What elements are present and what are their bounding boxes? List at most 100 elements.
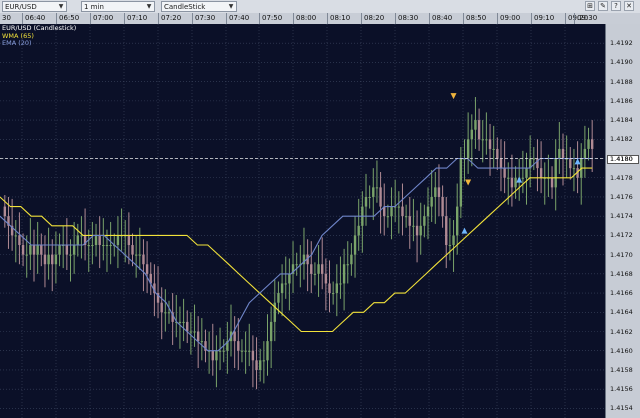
candle-bullish	[277, 293, 280, 303]
candle-bullish	[94, 235, 98, 246]
candle-bearish	[383, 206, 386, 217]
candle-bullish	[175, 321, 178, 323]
candle-bullish	[291, 264, 295, 274]
candle-bullish	[313, 273, 317, 275]
price-axis-label: 1.4176	[610, 192, 633, 201]
candle-bullish	[583, 148, 587, 159]
candle-bearish	[561, 148, 565, 159]
price-axis: 1.4180 1.4192 1.4190 1.4188 1.4186 1.4184 1.4…	[605, 24, 640, 418]
candle-bearish	[131, 245, 134, 255]
candle-bearish	[153, 283, 156, 294]
candle-bearish	[211, 350, 214, 361]
candle-bearish	[441, 196, 444, 217]
price-axis-label: 1.4164	[610, 308, 633, 317]
time-label: 07:50	[259, 13, 282, 24]
candle-bearish	[127, 235, 131, 246]
candle-bearish	[145, 264, 149, 274]
time-label: 07:00	[90, 13, 113, 24]
candle-bearish	[3, 206, 7, 217]
time-label: 06:50	[56, 13, 79, 24]
candle-bullish	[423, 216, 426, 226]
candle-bullish	[466, 139, 470, 159]
buy-signal-marker	[461, 227, 468, 234]
candle-bearish	[445, 216, 448, 246]
candle-bullish	[397, 206, 401, 208]
time-label: 07:30	[192, 13, 215, 24]
candle-bullish	[284, 283, 287, 285]
candle-bearish	[83, 235, 87, 246]
candle-bullish	[248, 350, 251, 352]
candle-bearish	[149, 273, 152, 284]
time-label: 09:20	[565, 13, 588, 24]
candle-bullish	[386, 216, 390, 218]
candle-bullish	[193, 331, 196, 333]
candle-bullish	[342, 264, 346, 284]
candle-bullish	[419, 225, 422, 236]
candle-bearish	[321, 264, 324, 274]
time-label: 09:00	[497, 13, 520, 24]
candle-bullish	[393, 206, 397, 208]
candle-bullish	[452, 235, 455, 246]
candle-bearish	[576, 168, 579, 178]
candle-bearish	[156, 293, 160, 303]
pencil-icon: ✎	[600, 2, 606, 10]
help-button[interactable]: ?	[611, 1, 621, 11]
timeframe-select-value: 1 min	[84, 3, 104, 11]
symbol-select[interactable]: EUR/USD ▼	[2, 1, 67, 12]
candle-bullish	[558, 148, 561, 159]
candle-bearish	[590, 139, 594, 149]
buy-signal-marker	[574, 158, 581, 165]
candle-bearish	[539, 168, 543, 178]
candle-bullish	[426, 206, 430, 217]
candle-bullish	[350, 254, 353, 265]
candle-bullish	[474, 120, 477, 130]
timeframe-select[interactable]: 1 min ▼	[81, 1, 155, 12]
candle-bullish	[105, 245, 109, 247]
candle-bullish	[364, 196, 368, 207]
draw-button[interactable]: ✎	[598, 1, 608, 11]
candle-bullish	[58, 245, 61, 255]
symbol-select-value: EUR/USD	[5, 3, 37, 11]
candle-bearish	[51, 254, 54, 265]
candle-bullish	[54, 254, 58, 265]
candle-bullish	[375, 187, 379, 189]
candle-bearish	[18, 235, 21, 246]
ema-line	[0, 157, 593, 352]
price-axis-label: 1.4182	[610, 135, 633, 144]
candle-bullish	[222, 350, 225, 352]
candle-bullish	[258, 360, 262, 370]
chart-type-select[interactable]: CandleStick ▼	[161, 1, 237, 12]
close-button[interactable]: ✕	[624, 1, 634, 11]
candle-bullish	[102, 245, 105, 247]
candle-bearish	[488, 139, 492, 149]
candle-bearish	[499, 158, 503, 169]
candle-bullish	[470, 129, 473, 140]
layout-button[interactable]: ⊞	[585, 1, 595, 11]
sell-signal-marker	[465, 179, 472, 186]
candle-bullish	[507, 177, 510, 179]
price-axis-label: 1.4178	[610, 173, 633, 182]
candle-bullish	[335, 283, 339, 294]
candle-bullish	[167, 312, 171, 314]
time-label: 30	[2, 14, 11, 22]
candle-bullish	[280, 283, 284, 294]
chevron-down-icon: ▼	[58, 3, 64, 10]
candle-bullish	[138, 254, 142, 256]
candle-bullish	[262, 360, 266, 362]
candle-bullish	[455, 206, 459, 236]
candle-bullish	[273, 302, 276, 322]
candle-bullish	[69, 254, 72, 256]
candle-bearish	[43, 254, 47, 265]
time-label: 09:30	[574, 13, 597, 24]
price-axis-label: 1.4192	[610, 39, 633, 48]
candle-bullish	[91, 245, 94, 247]
candle-bullish	[353, 235, 357, 255]
chart-plot-area[interactable]	[0, 24, 605, 418]
time-label: 08:00	[293, 13, 316, 24]
candle-bearish	[251, 350, 255, 361]
candle-bullish	[459, 158, 463, 207]
candle-bullish	[72, 245, 76, 255]
candlestick-chart[interactable]	[0, 24, 605, 418]
candle-bullish	[29, 245, 32, 255]
candle-bullish	[528, 158, 532, 169]
